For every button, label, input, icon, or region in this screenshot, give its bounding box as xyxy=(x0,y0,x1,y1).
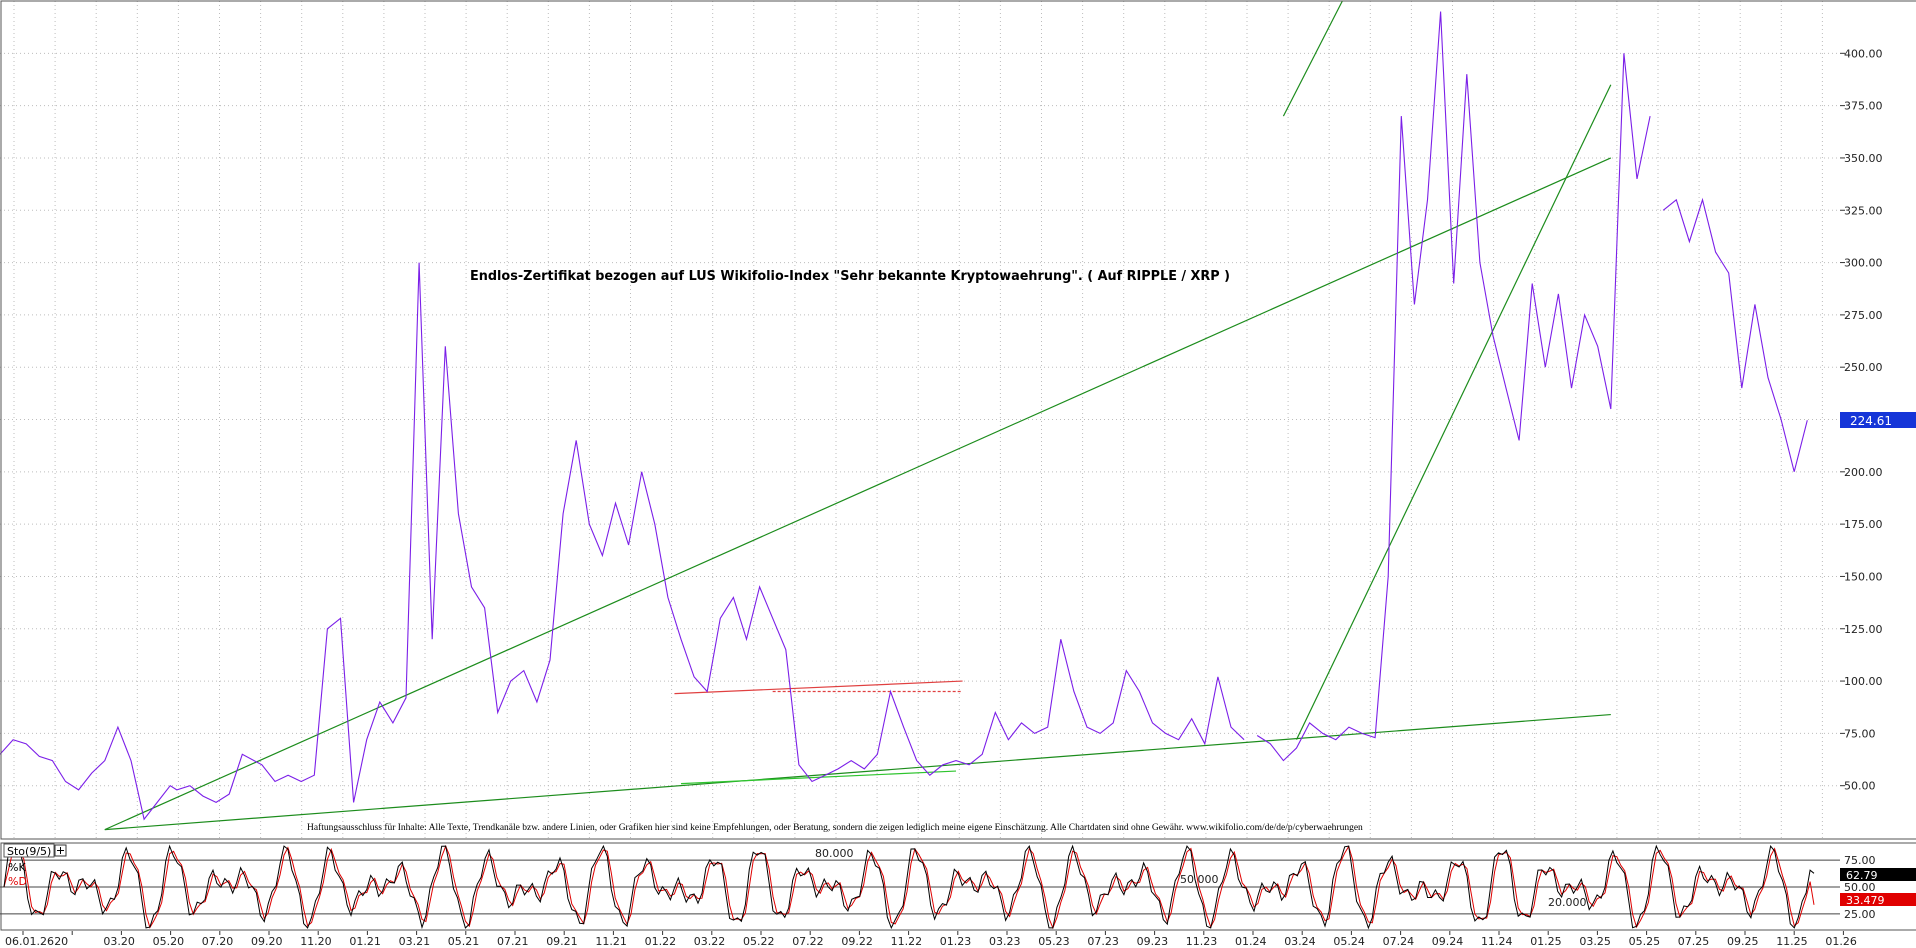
x-tick-label: 01.25 xyxy=(1530,935,1562,948)
last-value-label: 224.61 xyxy=(1850,414,1892,428)
x-tick-label: 05.21 xyxy=(448,935,480,948)
d-value-label: 33.479 xyxy=(1846,894,1885,907)
y-tick-label: 350.00 xyxy=(1844,152,1883,165)
x-tick-label: 05.22 xyxy=(743,935,775,948)
last-value-marker: 224.61 xyxy=(1840,412,1916,428)
stochastic-level-label: 80.000 xyxy=(815,847,854,860)
disclaimer: Haftungsausschluss für Inhalte: Alle Tex… xyxy=(307,822,1363,833)
trendline xyxy=(680,770,957,785)
x-tick-label: 11.20 xyxy=(300,935,332,948)
stochastic-k-line xyxy=(3,844,1815,930)
y-tick-label: 400.00 xyxy=(1844,47,1883,60)
x-tick-label: 05.20 xyxy=(153,935,185,948)
x-tick-label: 01.24 xyxy=(1235,935,1267,948)
price-line xyxy=(1662,197,1808,472)
expand-button[interactable] xyxy=(54,844,67,857)
x-tick-label: 11.23 xyxy=(1186,935,1218,948)
y-tick-label: 200.00 xyxy=(1844,466,1883,479)
x-tick-label: 07.25 xyxy=(1678,935,1710,948)
y-tick-label: 300.00 xyxy=(1844,257,1883,270)
x-tick-label: 09.21 xyxy=(546,935,578,948)
price-y-axis: 50.00 75.00 100.00 125.00 150.00 175.00 200.00… xyxy=(1840,47,1883,793)
y-tick-label: 275.00 xyxy=(1844,309,1883,322)
x-tick-label: 01.21 xyxy=(349,935,381,948)
trendline xyxy=(104,713,1611,831)
d-value-marker: 33.479 xyxy=(1840,893,1916,907)
k-value-label: 62.79 xyxy=(1846,869,1878,882)
stochastic-y-tick-label: 25.00 xyxy=(1844,908,1876,921)
x-tick-label: 03.21 xyxy=(399,935,431,948)
x-tick-label: 09.23 xyxy=(1137,935,1169,948)
x-tick-label: 05.25 xyxy=(1629,935,1661,948)
x-tick-label: 01.23 xyxy=(940,935,972,948)
price-panel-frame xyxy=(0,0,1916,840)
y-tick-label: 375.00 xyxy=(1844,100,1883,113)
stochastic-y-tick-label: 50.00 xyxy=(1844,881,1876,894)
x-tick-label: 06.01.26 xyxy=(5,935,54,948)
x-tick-label: 09.25 xyxy=(1727,935,1759,948)
price-line xyxy=(1256,11,1651,762)
stochastic-y-tick-label: 75.00 xyxy=(1844,854,1876,867)
trendline xyxy=(1295,84,1612,740)
x-tick-label: 03.22 xyxy=(694,935,726,948)
y-tick-label: 50.00 xyxy=(1844,780,1876,793)
stochastic-grid xyxy=(0,859,1840,915)
x-tick-label: 01.22 xyxy=(645,935,677,948)
series-k-label: %K xyxy=(8,861,26,874)
k-value-marker: 62.79 xyxy=(1840,868,1916,882)
y-tick-label: 100.00 xyxy=(1844,675,1883,688)
x-axis: 06.01.26 20 03.20 05.20 07.20 09.20 11.20 01.21… xyxy=(5,931,1857,948)
x-tick-label: 09.24 xyxy=(1432,935,1464,948)
x-tick-label: 11.21 xyxy=(595,935,627,948)
x-tick-label: 03.20 xyxy=(103,935,134,948)
x-tick-label: 03.25 xyxy=(1579,935,1611,948)
trendline xyxy=(1282,0,1343,117)
price-line xyxy=(0,262,1245,821)
trendlines xyxy=(104,0,1612,831)
y-tick-label: 250.00 xyxy=(1844,361,1883,374)
y-tick-label: 125.00 xyxy=(1844,623,1883,636)
stochastic-level-label: 50.000 xyxy=(1180,873,1219,886)
x-tick-label: 09.22 xyxy=(841,935,873,948)
y-tick-label: 175.00 xyxy=(1844,518,1883,531)
x-tick-label: 07.21 xyxy=(497,935,529,948)
x-tick-label: 11.24 xyxy=(1481,935,1513,948)
x-tick-label: 07.22 xyxy=(792,935,824,948)
chart-title: Endlos-Zertifikat bezogen auf LUS Wikifo… xyxy=(470,269,1230,284)
trendline xyxy=(104,157,1612,831)
x-tick-label: 07.20 xyxy=(202,935,234,948)
stochastic-d-line xyxy=(3,844,1815,930)
x-tick-label: 07.24 xyxy=(1383,935,1415,948)
x-tick-label: 01.26 xyxy=(1825,935,1857,948)
stochastic-level-label: 20.000 xyxy=(1548,896,1587,909)
x-tick-label: 11.22 xyxy=(891,935,923,948)
indicator-label: Sto(9/5) xyxy=(7,845,51,858)
price-series xyxy=(0,11,1808,821)
x-tick-label: 05.24 xyxy=(1333,935,1365,948)
price-grid xyxy=(0,1,1840,838)
x-tick-label: 05.23 xyxy=(1038,935,1070,948)
x-tick-label: 09.20 xyxy=(251,935,283,948)
y-tick-label: 325.00 xyxy=(1844,204,1883,217)
x-tick-label: 03.23 xyxy=(989,935,1021,948)
stochastic-series xyxy=(3,844,1815,930)
indicator-tab[interactable]: Sto(9/5) xyxy=(3,843,55,858)
x-tick-label: 11.25 xyxy=(1776,935,1808,948)
x-tick-label: 07.23 xyxy=(1087,935,1119,948)
x-tick-label: 03.24 xyxy=(1284,935,1316,948)
x-tick-label: 20 xyxy=(54,935,68,948)
y-tick-label: 75.00 xyxy=(1844,727,1876,740)
trendline xyxy=(674,680,963,695)
stochastic-y-axis: 25.00 50.00 75.00 80.000 50.000 20.000 xyxy=(815,847,1876,921)
series-d-label: %D xyxy=(8,875,27,888)
stochastic-panel: 25.00 50.00 75.00 80.000 50.000 20.000 Sto(9/… xyxy=(0,842,1916,931)
y-tick-label: 150.00 xyxy=(1844,570,1883,583)
